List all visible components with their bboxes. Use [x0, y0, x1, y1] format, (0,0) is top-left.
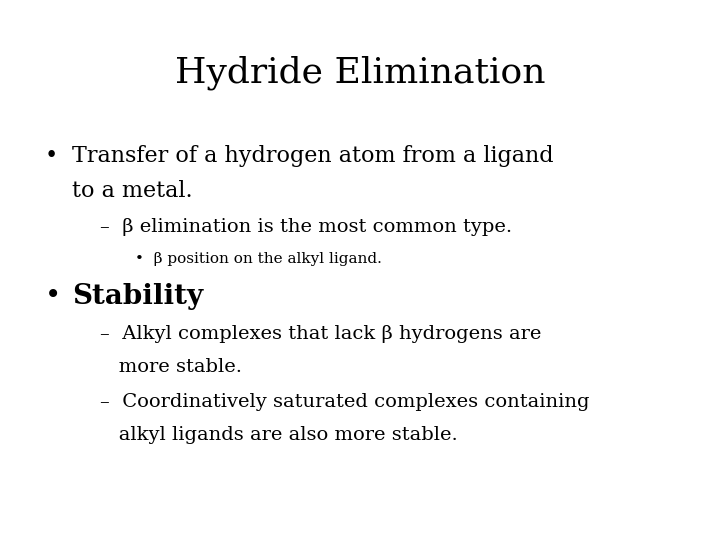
Text: alkyl ligands are also more stable.: alkyl ligands are also more stable. — [100, 426, 458, 444]
Text: Transfer of a hydrogen atom from a ligand: Transfer of a hydrogen atom from a ligan… — [72, 145, 554, 167]
Text: to a metal.: to a metal. — [72, 180, 193, 202]
Text: –  Coordinatively saturated complexes containing: – Coordinatively saturated complexes con… — [100, 393, 590, 411]
Text: –  β elimination is the most common type.: – β elimination is the most common type. — [100, 218, 512, 236]
Text: more stable.: more stable. — [100, 358, 242, 376]
Text: Stability: Stability — [72, 283, 203, 310]
Text: •: • — [45, 283, 61, 310]
Text: Hydride Elimination: Hydride Elimination — [175, 55, 545, 90]
Text: •: • — [45, 145, 58, 167]
Text: •  β position on the alkyl ligand.: • β position on the alkyl ligand. — [135, 252, 382, 266]
Text: –  Alkyl complexes that lack β hydrogens are: – Alkyl complexes that lack β hydrogens … — [100, 325, 541, 343]
